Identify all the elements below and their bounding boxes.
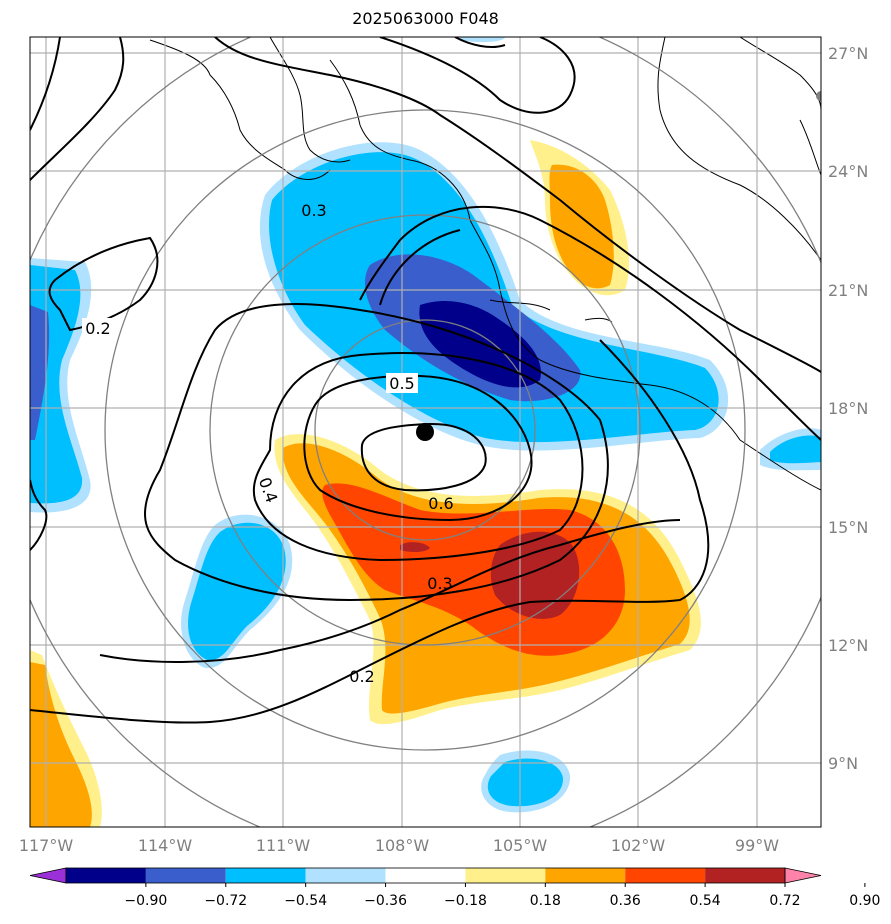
colorbar-segment: [465, 868, 546, 883]
colorbar-tick-label: 0.18: [530, 893, 561, 909]
lon-tick-label: 111°W: [256, 836, 311, 855]
colorbar-segment: [66, 868, 146, 883]
colorbar-segment: [705, 868, 785, 883]
map-frame: [29, 36, 822, 828]
gray-point-marker: [816, 91, 821, 101]
latitude-axis: 27°N 24°N 21°N 18°N 15°N 12°N 9°N: [828, 44, 868, 773]
contour-label: 0.5: [389, 374, 414, 393]
contour-label: 0.3: [301, 201, 326, 220]
colorbar-tick-label: 0.72: [769, 893, 800, 909]
map-title: 2025063000 F048: [352, 9, 499, 28]
lat-tick-label: 18°N: [828, 399, 868, 418]
lat-tick-label: 21°N: [828, 281, 868, 300]
colorbar-extend-high: [784, 867, 822, 884]
contour-label: 0.3: [427, 574, 452, 593]
colorbar-frame: [65, 867, 786, 884]
lon-tick-label: 108°W: [375, 836, 430, 855]
colorbar-tick-label: −0.54: [284, 893, 327, 909]
contour-lines: [30, 37, 821, 724]
longitude-axis: 117°W 114°W 111°W 108°W 105°W 102°W 99°W: [19, 836, 779, 855]
colorbar-segment: [625, 868, 706, 883]
map-area: [30, 37, 821, 827]
colorbar-tick-label: 0.36: [610, 893, 641, 909]
lon-tick-label: 114°W: [138, 836, 193, 855]
lon-tick-label: 99°W: [735, 836, 779, 855]
colorbar-segment: [225, 868, 306, 883]
lat-tick-label: 24°N: [828, 162, 868, 181]
colorbar-tick-label: 0.54: [690, 893, 721, 909]
lat-tick-label: 9°N: [828, 754, 858, 773]
colorbar-tick-label: −0.72: [204, 893, 247, 909]
colorbar: −0.90 −0.72 −0.54 −0.36 −0.18 0.18 0.36 0.54 0.7…: [29, 867, 880, 909]
contour-label: 0.4: [255, 475, 282, 505]
graticule: [30, 37, 821, 827]
storm-center-marker: [416, 423, 434, 441]
colorbar-tick-label: −0.18: [444, 893, 487, 909]
range-rings: [30, 37, 821, 827]
colorbar-extend-low: [29, 867, 67, 884]
colorbar-segment: [385, 868, 466, 883]
lat-tick-label: 15°N: [828, 518, 868, 537]
contour-label: 0.2: [349, 667, 374, 686]
lon-tick-label: 102°W: [611, 836, 666, 855]
contour-label: 0.6: [428, 494, 453, 513]
colorbar-tick-label: −0.36: [364, 893, 407, 909]
lon-tick-label: 117°W: [19, 836, 74, 855]
contour-label: 0.2: [85, 319, 110, 338]
lon-tick-label: 105°W: [493, 836, 548, 855]
colorbar-segment: [545, 868, 626, 883]
colorbar-segment: [145, 868, 226, 883]
colorbar-tick-label: −0.90: [124, 893, 167, 909]
colorbar-segment: [305, 868, 386, 883]
colorbar-tick-label: 0.90: [849, 893, 880, 909]
lat-tick-label: 12°N: [828, 636, 868, 655]
lat-tick-label: 27°N: [828, 44, 868, 63]
contour-labels: 0.2 0.3 0.5 0.4 0.6 0.3 0.2: [82, 201, 454, 686]
